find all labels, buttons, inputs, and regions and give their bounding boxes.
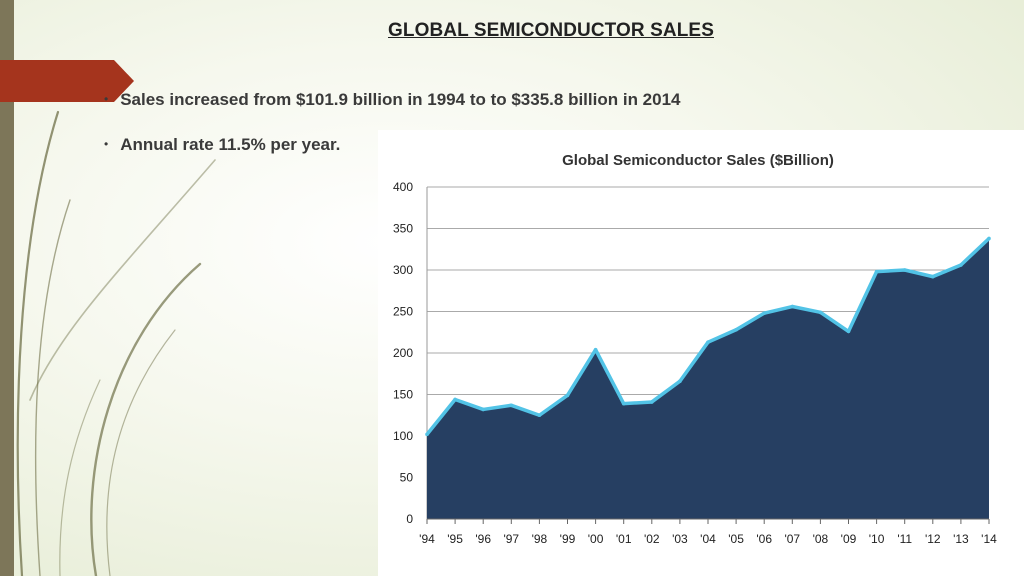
data-point (790, 304, 795, 309)
data-point (650, 400, 654, 404)
x-tick-label: '95 (447, 532, 463, 546)
data-point (874, 269, 879, 274)
y-tick-label: 200 (393, 346, 413, 360)
slide-title: GLOBAL SEMICONDUCTOR SALES (388, 20, 714, 41)
x-tick-label: '14 (981, 532, 997, 546)
y-tick-label: 50 (400, 471, 414, 485)
x-tick-label: '99 (560, 532, 576, 546)
y-tick-label: 400 (393, 180, 413, 194)
x-tick-label: '96 (475, 532, 491, 546)
data-point (425, 432, 429, 437)
x-tick-label: '10 (869, 532, 885, 546)
x-tick-label: '06 (756, 532, 772, 546)
bullet-text: Sales increased from $101.9 billion in 1… (120, 90, 681, 109)
bullet-item: • Sales increased from $101.9 billion in … (104, 90, 681, 110)
chart-panel: Global Semiconductor Sales ($Billion) 0 50… (378, 130, 1024, 576)
x-tick-label: '05 (728, 532, 744, 546)
y-tick-label: 350 (393, 222, 413, 236)
data-point (621, 401, 626, 406)
data-point (734, 327, 738, 332)
data-point (902, 268, 907, 272)
sales-area-chart: Global Semiconductor Sales ($Billion) 0 50… (393, 152, 997, 546)
x-tick-label: '11 (897, 532, 912, 546)
x-tick-label: '09 (841, 532, 857, 546)
x-tick-label: '04 (700, 532, 716, 546)
y-tick-label: 100 (393, 429, 413, 443)
data-point (987, 236, 991, 241)
data-point (537, 413, 542, 418)
x-tick-label: '00 (588, 532, 604, 546)
x-tick-label: '12 (925, 532, 941, 546)
x-tick-label: '98 (532, 532, 548, 546)
x-tick-label: '94 (419, 532, 435, 546)
bullet-item: • Annual rate 11.5% per year. (104, 135, 340, 155)
data-point (509, 403, 514, 408)
chart-title: Global Semiconductor Sales ($Billion) (562, 152, 834, 169)
bullet-text: Annual rate 11.5% per year. (120, 135, 341, 154)
data-point (678, 379, 682, 384)
x-tick-label: '02 (644, 532, 660, 546)
bullet-dot: • (104, 92, 109, 106)
data-point (818, 310, 823, 315)
x-tick-label: '08 (813, 532, 829, 546)
data-point (762, 311, 766, 315)
data-point (565, 393, 570, 398)
accent-tab (0, 60, 134, 102)
data-point (931, 274, 935, 279)
y-tick-label: 150 (393, 388, 413, 402)
x-tick-label: '13 (953, 532, 969, 546)
y-tick-label: 0 (406, 512, 413, 526)
x-tick-label: '97 (503, 532, 519, 546)
data-point (593, 347, 598, 352)
y-tick-label: 300 (393, 263, 413, 277)
data-point (706, 340, 710, 345)
x-tick-label: '07 (784, 532, 800, 546)
area-fill (427, 238, 989, 519)
bullet-dot: • (104, 137, 109, 151)
x-tick-label: '01 (616, 532, 632, 546)
x-tick-label: '03 (672, 532, 688, 546)
data-point (959, 263, 963, 267)
data-point (481, 407, 485, 412)
data-point (453, 397, 457, 402)
left-accent-bar (0, 0, 14, 576)
data-point (846, 329, 851, 334)
y-tick-label: 250 (393, 305, 413, 319)
